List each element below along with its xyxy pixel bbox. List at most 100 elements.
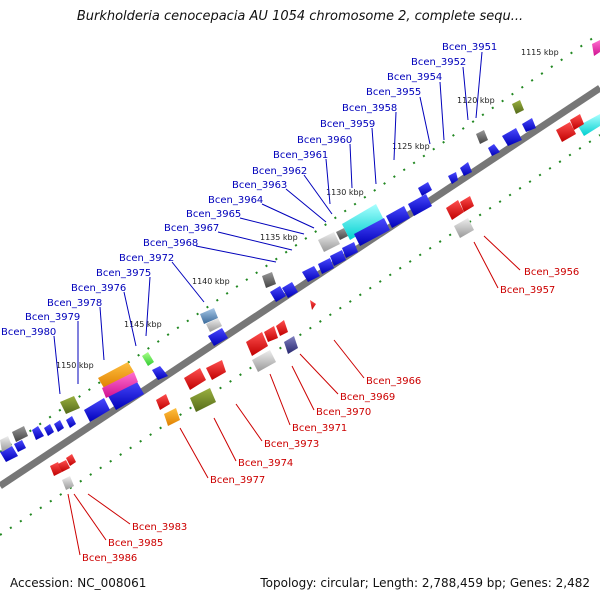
gene-arrow <box>58 460 70 472</box>
gene-arrow <box>522 118 536 132</box>
gene-box <box>578 114 600 136</box>
kbp-label: 1135 kbp <box>260 233 298 242</box>
gene-label: Bcen_3965 <box>186 209 241 220</box>
gene-arrow <box>270 286 286 302</box>
gene-arrow <box>446 200 464 220</box>
kbp-scale-labels: 1115 kbp 1120 kbp 1125 kbp 1130 kbp 1135… <box>56 48 559 370</box>
gene-box <box>252 350 276 372</box>
gene-arrow <box>66 454 76 466</box>
outer-tick-ring <box>0 32 600 453</box>
gene-arrow <box>418 182 432 196</box>
gene-label: Bcen_3957 <box>500 285 555 296</box>
gene-label: Bcen_3952 <box>411 57 466 68</box>
gene-label: Bcen_3956 <box>524 267 579 278</box>
gene-label: Bcen_3970 <box>316 407 371 418</box>
gene-arrow <box>448 172 458 184</box>
gene-box <box>0 436 12 452</box>
gene-box <box>512 100 524 114</box>
gene-arrow <box>32 426 44 440</box>
gene-box <box>98 362 134 388</box>
gene-arrow <box>206 360 226 380</box>
gene-label: Bcen_3966 <box>366 376 421 387</box>
gene-label: Bcen_3969 <box>340 392 395 403</box>
gene-box <box>200 308 218 324</box>
gene-arrow <box>302 266 320 282</box>
kbp-label: 1115 kbp <box>521 48 559 57</box>
gene-label: Bcen_3955 <box>366 87 421 98</box>
gene-arrow <box>310 300 316 310</box>
gene-label: Bcen_3983 <box>132 522 187 533</box>
gene-arrow <box>354 218 390 246</box>
kbp-label: 1125 kbp <box>392 142 430 151</box>
gene-box <box>592 40 600 56</box>
gene-arrow <box>156 394 170 410</box>
forward-gene-labels[interactable]: Bcen_3951 Bcen_3952 Bcen_3954 Bcen_3955 … <box>1 42 497 338</box>
forward-label-leaders <box>53 51 483 395</box>
summary-text: Topology: circular; Length: 2,788,459 bp… <box>260 576 590 590</box>
gene-label: Bcen_3962 <box>252 166 307 177</box>
accession-text: Accession: NC_008061 <box>10 576 147 590</box>
gene-label: Bcen_3967 <box>164 223 219 234</box>
kbp-label: 1130 kbp <box>326 188 364 197</box>
gene-box <box>454 218 474 238</box>
gene-arrow <box>330 250 346 266</box>
gene-arrow <box>14 440 26 452</box>
kbp-label: 1120 kbp <box>457 96 495 105</box>
gene-box <box>12 426 28 442</box>
gene-label: Bcen_3971 <box>292 423 347 434</box>
gene-arrow <box>556 122 576 142</box>
gene-label: Bcen_3961 <box>273 150 328 161</box>
gene-label: Bcen_3979 <box>25 312 80 323</box>
gene-arrow <box>342 242 358 258</box>
gene-box <box>318 232 340 252</box>
gene-label: Bcen_3976 <box>71 283 126 294</box>
gene-arrow <box>264 326 278 342</box>
gene-label: Bcen_3977 <box>210 475 265 486</box>
gene-box <box>342 204 384 240</box>
gene-box <box>102 372 138 398</box>
gene-label: Bcen_3963 <box>232 180 287 191</box>
gene-label: Bcen_3972 <box>119 253 174 264</box>
gene-label: Bcen_3980 <box>1 327 56 338</box>
gene-label: Bcen_3964 <box>208 195 263 206</box>
kbp-label: 1150 kbp <box>56 361 94 370</box>
gene-box <box>142 352 154 366</box>
gene-box <box>476 130 488 144</box>
gene-arrow <box>208 328 228 346</box>
gene-arrow <box>44 424 54 436</box>
gene-label: Bcen_3978 <box>47 298 102 309</box>
gene-label: Bcen_3973 <box>264 439 319 450</box>
gene-arrow <box>66 416 76 428</box>
forward-strand-genes[interactable] <box>0 40 600 462</box>
gene-arrow <box>502 128 522 146</box>
gene-box <box>60 396 80 414</box>
gene-arrow <box>108 380 144 410</box>
gene-arrow <box>318 258 334 274</box>
gene-label: Bcen_3975 <box>96 268 151 279</box>
gene-arrow <box>152 366 168 380</box>
gene-label: Bcen_3960 <box>297 135 352 146</box>
gene-label: Bcen_3958 <box>342 103 397 114</box>
gene-label: Bcen_3951 <box>442 42 497 53</box>
kbp-label: 1145 kbp <box>124 320 162 329</box>
map-title: Burkholderia cenocepacia AU 1054 chromos… <box>76 9 524 24</box>
gene-label: Bcen_3974 <box>238 458 293 469</box>
gene-box <box>336 228 348 240</box>
gene-arrow <box>488 144 500 156</box>
reverse-label-leaders <box>67 235 521 556</box>
gene-label: Bcen_3954 <box>387 72 442 83</box>
gene-box <box>262 272 276 288</box>
inner-tick-ring <box>0 134 600 536</box>
gene-label: Bcen_3959 <box>320 119 375 130</box>
reverse-gene-labels[interactable]: Bcen_3956 Bcen_3957 Bcen_3966 Bcen_3969 … <box>82 267 579 564</box>
gene-arrow <box>570 114 584 130</box>
gene-label: Bcen_3986 <box>82 553 137 564</box>
gene-arrow <box>276 320 288 336</box>
gene-arrow <box>386 206 410 228</box>
gene-box <box>164 408 180 426</box>
reverse-strand-genes[interactable] <box>50 114 584 490</box>
gene-box <box>206 318 222 332</box>
gene-arrow <box>282 282 298 298</box>
